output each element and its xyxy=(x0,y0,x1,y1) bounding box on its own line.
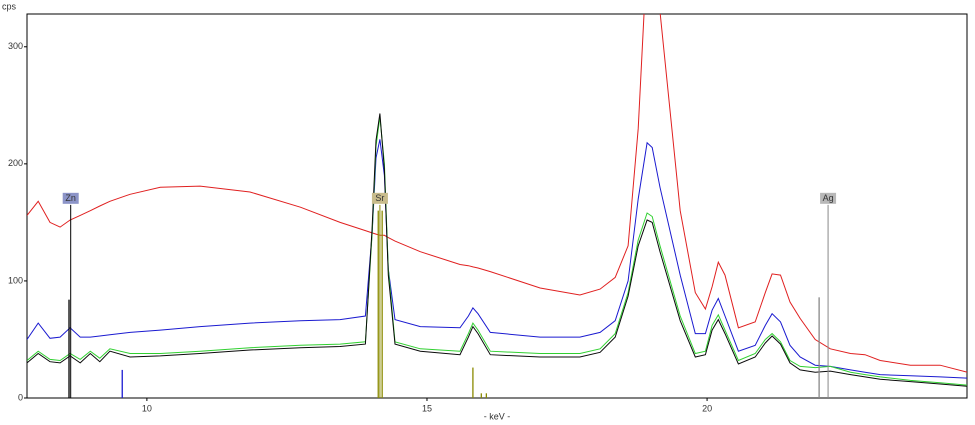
element-label: Ag xyxy=(823,193,834,203)
x-tick-label: 15 xyxy=(422,403,432,413)
plot-area xyxy=(26,13,968,399)
element-tag xyxy=(62,192,79,204)
element-tag xyxy=(371,192,388,204)
y-tick-label: 0 xyxy=(18,392,23,402)
spectrum-line xyxy=(27,113,967,387)
y-tick-label: 200 xyxy=(8,158,23,168)
x-tick-label: 10 xyxy=(142,403,152,413)
y-tick-label: 100 xyxy=(8,275,23,285)
y-tick-label: 300 xyxy=(8,41,23,51)
spectrum-line xyxy=(27,14,967,373)
x-axis-label: - keV - xyxy=(484,411,511,421)
element-tag xyxy=(820,192,837,204)
y-axis-label: cps xyxy=(2,1,17,11)
plot-lines xyxy=(27,14,967,387)
spectrum-line xyxy=(27,116,967,386)
spectrum-line xyxy=(27,139,967,379)
x-tick-label: 20 xyxy=(702,403,712,413)
element-label: Zn xyxy=(65,193,76,203)
element-label: Sr xyxy=(375,193,384,203)
